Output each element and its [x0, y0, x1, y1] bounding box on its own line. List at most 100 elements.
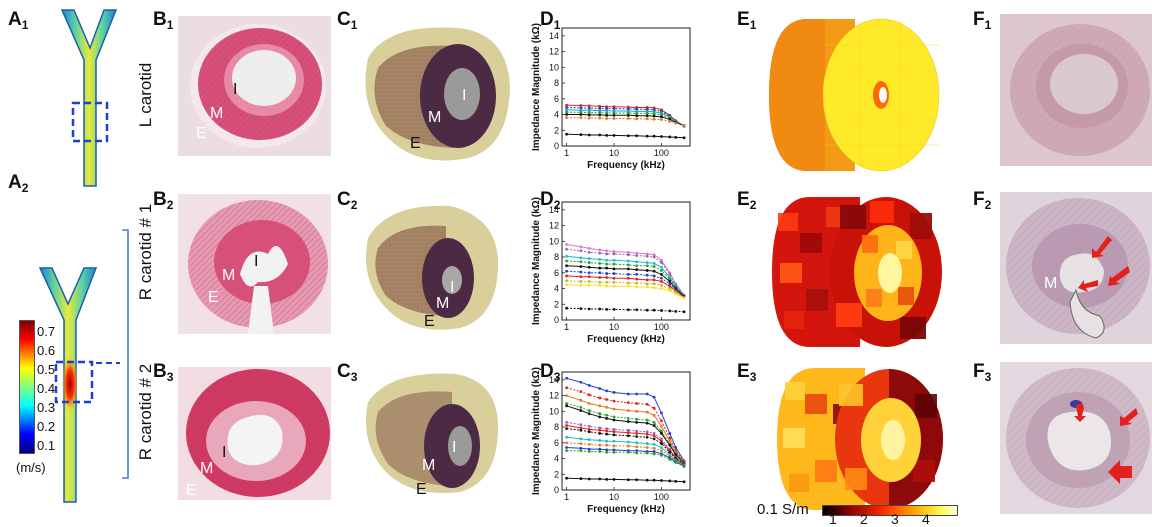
- data-point: [579, 113, 583, 116]
- data-point: [635, 264, 639, 268]
- y-tick-label: 8: [554, 422, 559, 432]
- data-point: [660, 135, 663, 138]
- panel-label-e3: E3: [737, 361, 757, 384]
- data-point: [635, 260, 639, 264]
- data-point: [587, 261, 591, 264]
- y-tick-label: 14: [549, 31, 559, 41]
- data-point: [587, 307, 591, 311]
- data-point: [579, 133, 583, 136]
- data-point: [635, 441, 639, 445]
- data-point: [565, 264, 568, 268]
- externa-label: E: [416, 481, 427, 498]
- panel-label-b2: B2: [153, 189, 174, 212]
- data-point: [652, 278, 656, 282]
- data-point: [668, 436, 672, 440]
- data-point: [605, 272, 609, 275]
- series-line: [566, 255, 685, 296]
- externa-label: E: [196, 125, 207, 142]
- intima-label: I: [462, 87, 466, 104]
- data-point: [652, 442, 656, 446]
- series-line: [566, 248, 685, 296]
- data-point: [612, 433, 616, 437]
- data-point: [598, 447, 602, 451]
- velocity-tick: 0.5: [37, 362, 56, 377]
- series-line: [566, 436, 685, 467]
- data-point: [652, 282, 656, 286]
- data-point: [660, 411, 663, 415]
- data-point: [598, 113, 602, 117]
- data-point: [635, 431, 639, 435]
- data-point: [579, 110, 583, 114]
- data-point: [645, 114, 649, 118]
- y-tick-label: 10: [549, 406, 559, 416]
- data-point: [605, 432, 609, 436]
- data-point: [668, 119, 672, 123]
- roi-box-a2: [54, 360, 94, 404]
- data-point: [605, 252, 609, 256]
- data-point: [565, 435, 568, 439]
- data-point: [674, 135, 678, 139]
- data-point: [612, 258, 616, 262]
- data-point: [668, 277, 672, 281]
- data-point: [598, 258, 602, 261]
- impedance-chart-d3: 0 2 4 6 8 10 12 14 1 10 100 Frequency (kHz) Impedanc…: [531, 367, 691, 515]
- data-point: [635, 268, 639, 272]
- data-point: [626, 113, 630, 117]
- data-point: [579, 390, 583, 394]
- series-line: [566, 275, 685, 298]
- data-point: [660, 111, 663, 115]
- data-point: [598, 426, 602, 430]
- data-point: [565, 441, 568, 445]
- data-point: [660, 280, 663, 283]
- data-point: [626, 111, 630, 115]
- data-point: [660, 118, 663, 122]
- plot-frame: [561, 201, 691, 321]
- data-point: [668, 280, 672, 283]
- data-point: [626, 105, 630, 109]
- data-point: [635, 435, 639, 438]
- data-point: [635, 478, 639, 482]
- data-point: [598, 116, 602, 120]
- data-point: [605, 113, 609, 117]
- data-point: [626, 392, 630, 396]
- intima-label: I: [222, 444, 226, 461]
- data-point: [579, 108, 583, 112]
- data-point: [660, 265, 663, 269]
- data-point: [645, 106, 649, 109]
- data-point: [612, 477, 616, 481]
- data-point: [612, 428, 616, 431]
- data-point: [626, 420, 630, 423]
- conductivity-map-e1: [769, 18, 940, 172]
- data-point: [626, 428, 630, 432]
- media-label: M: [428, 109, 441, 126]
- data-point: [605, 266, 609, 270]
- series-line: [566, 114, 685, 126]
- data-point: [682, 124, 686, 127]
- data-point: [587, 450, 591, 453]
- data-point: [565, 113, 568, 116]
- data-point: [645, 261, 649, 264]
- data-point: [668, 287, 672, 290]
- data-point: [626, 263, 630, 267]
- data-point: [598, 276, 602, 279]
- data-point: [587, 116, 591, 120]
- data-point: [626, 444, 630, 448]
- panel-label-d2: D2: [540, 189, 561, 212]
- y-axis-label: Impedance Magnitude (kΩ): [531, 367, 542, 495]
- panel-label-e1: E1: [737, 9, 757, 32]
- data-point: [674, 292, 678, 296]
- data-point: [612, 391, 616, 394]
- data-point: [660, 439, 663, 443]
- data-point: [652, 253, 656, 257]
- data-point: [598, 428, 602, 432]
- data-point: [645, 430, 649, 434]
- data-point: [579, 260, 583, 264]
- data-point: [579, 256, 583, 260]
- data-point: [668, 443, 672, 447]
- conductivity-colorbar: [822, 505, 958, 516]
- data-point: [605, 109, 609, 112]
- data-point: [660, 442, 663, 445]
- data-point: [612, 280, 616, 284]
- data-point: [605, 450, 609, 454]
- data-point: [645, 446, 649, 449]
